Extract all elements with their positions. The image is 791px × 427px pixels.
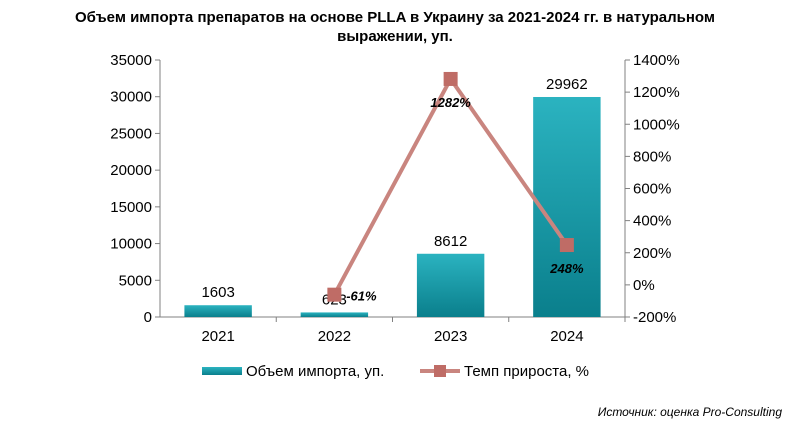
bar-value-label: 1603 [201, 284, 234, 301]
line-series: -61% 1282% 248% [327, 71, 584, 304]
bar-2022 [300, 312, 369, 317]
growth-marker [559, 238, 574, 253]
legend: Объем импорта, уп. Темп прироста, % [202, 363, 589, 380]
growth-marker [327, 287, 342, 302]
x-tick-label: 2021 [201, 328, 234, 345]
legend-bar-label: Объем импорта, уп. [246, 363, 384, 380]
y-right-tick-label: 1400% [633, 52, 680, 69]
growth-value-label: -61% [346, 289, 377, 304]
y-left-tick-label: 25000 [110, 125, 152, 142]
legend-line-label: Темп прироста, % [464, 363, 589, 380]
chart-title-line-1: Объем импорта препаратов на основе PLLA … [75, 9, 715, 26]
growth-marker [443, 71, 458, 86]
y-right-tick-label: 400% [633, 213, 671, 230]
y-right-tick-label: 800% [633, 148, 671, 165]
y-left-ticks: 0 5000 10000 15000 20000 25000 30000 35000 [110, 52, 160, 326]
y-left-tick-label: 35000 [110, 52, 152, 69]
y-right-tick-label: 0% [633, 277, 655, 294]
x-tick-label: 2022 [318, 328, 351, 345]
y-right-tick-label: 1200% [633, 84, 680, 101]
y-left-tick-label: 15000 [110, 199, 152, 216]
growth-value-label: 1282% [430, 95, 471, 110]
bar-series [184, 96, 601, 317]
y-right-ticks: -200% 0% 200% 400% 600% 800% 1000% 1200% 1400% [625, 52, 680, 326]
x-tick-label: 2024 [550, 328, 583, 345]
y-right-tick-label: 200% [633, 245, 671, 262]
y-left-tick-label: 10000 [110, 236, 152, 253]
y-left-tick-label: 30000 [110, 89, 152, 106]
y-right-tick-label: 600% [633, 181, 671, 198]
y-left-tick-label: 20000 [110, 162, 152, 179]
bar-2021 [184, 305, 252, 317]
y-left-tick-label: 5000 [119, 272, 152, 289]
source-note: Источник: оценка Pro-Consulting [598, 405, 783, 419]
x-tick-label: 2023 [434, 328, 467, 345]
growth-value-label: 248% [549, 261, 584, 276]
y-right-tick-label: 1000% [633, 116, 680, 133]
legend-bar-swatch [202, 367, 242, 375]
legend-line-marker [434, 365, 446, 377]
bar-value-label: 8612 [434, 233, 467, 250]
x-ticks: 2021 2022 2023 2024 [201, 317, 626, 345]
bar-2023 [416, 253, 485, 317]
bar-2024 [533, 96, 601, 317]
y-left-tick-label: 0 [144, 309, 152, 326]
y-right-tick-label: -200% [633, 309, 676, 326]
bar-value-label: 29962 [546, 76, 588, 93]
chart-title-line-2: выражении, уп. [337, 28, 453, 45]
